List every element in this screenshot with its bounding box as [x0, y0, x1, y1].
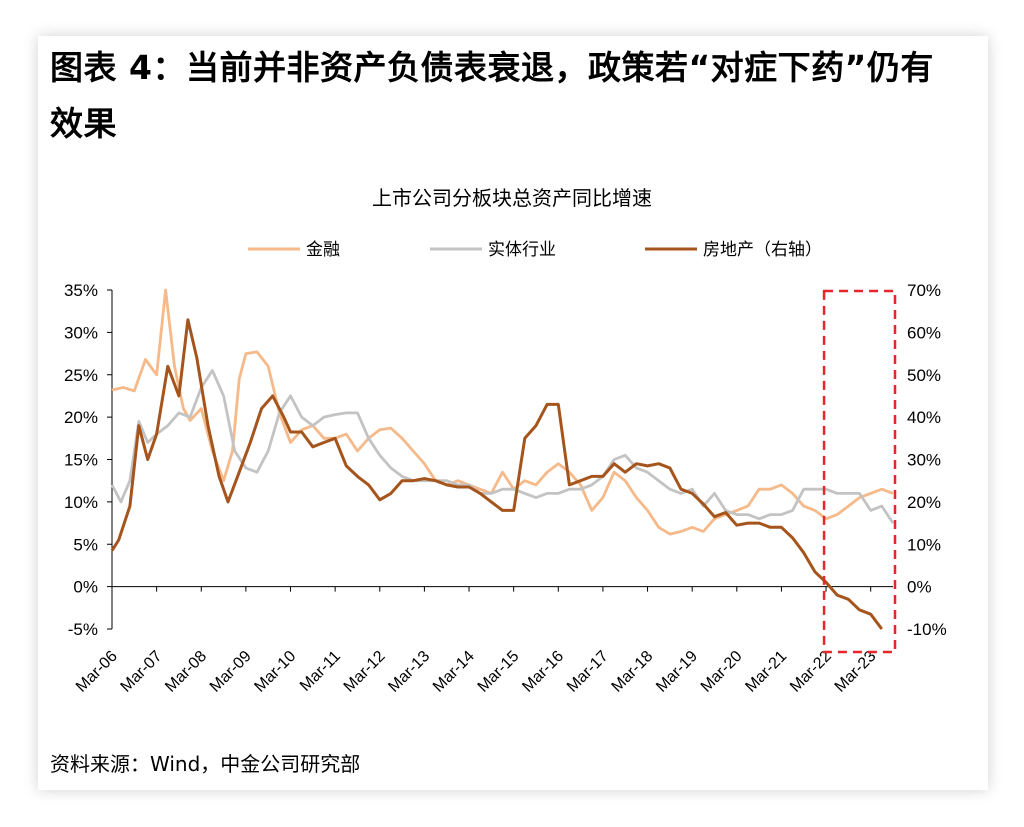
- left-tick-label: 30%: [64, 323, 98, 342]
- x-tick-label: Mar-23: [832, 648, 880, 696]
- chart-title: 上市公司分板块总资产同比增速: [372, 187, 652, 210]
- legend-label: 房地产（右轴）: [703, 240, 822, 259]
- right-tick-label: 30%: [907, 451, 941, 470]
- right-tick-label: 20%: [907, 493, 941, 512]
- x-tick-label: Mar-10: [251, 648, 299, 696]
- left-tick-label: 0%: [73, 578, 98, 597]
- figure-headline: 图表 4：当前并非资产负债表衰退，政策若“对症下药”仍有效果: [50, 48, 934, 143]
- legend: 金融 实体行业 房地产（右轴）: [248, 240, 822, 259]
- highlight-box: [822, 289, 897, 654]
- x-tick-label: Mar-16: [519, 648, 567, 696]
- series-lines: [110, 288, 895, 630]
- x-tick-label: Mar-19: [653, 648, 701, 696]
- left-tick-label: 15%: [64, 451, 98, 470]
- left-tick-label: 5%: [73, 535, 98, 554]
- left-tick-label: -5%: [68, 620, 98, 639]
- x-tick-label: Mar-06: [73, 648, 121, 696]
- right-tick-label: 10%: [907, 535, 941, 554]
- right-tick-label: -10%: [907, 620, 947, 639]
- x-tick-label: Mar-15: [475, 648, 523, 696]
- highlight-rect: [822, 289, 897, 654]
- legend-label: 实体行业: [488, 240, 556, 259]
- x-tick-label: Mar-08: [162, 648, 210, 696]
- series-line-3: [110, 318, 883, 630]
- legend-label: 金融: [306, 240, 340, 259]
- x-tick-label: Mar-07: [118, 648, 166, 696]
- left-tick-label: 20%: [64, 408, 98, 427]
- right-tick-label: 60%: [907, 323, 941, 342]
- left-tick-label: 10%: [64, 493, 98, 512]
- left-tick-label: 35%: [64, 281, 98, 300]
- x-tick-label: Mar-12: [341, 648, 389, 696]
- right-tick-label: 0%: [907, 578, 932, 597]
- x-tick-label: Mar-17: [564, 648, 612, 696]
- right-tick-label: 70%: [907, 281, 941, 300]
- source-note: 资料来源：Wind，中金公司研究部: [50, 752, 361, 776]
- right-tick-label: 50%: [907, 366, 941, 385]
- x-tick-label: Mar-21: [742, 648, 790, 696]
- right-tick-label: 40%: [907, 408, 941, 427]
- x-tick-label: Mar-11: [297, 648, 344, 695]
- x-tick-label: Mar-22: [787, 648, 835, 696]
- x-tick-label: Mar-09: [207, 648, 255, 696]
- series-line-2: [110, 369, 895, 524]
- x-tick-label: Mar-13: [385, 648, 433, 696]
- x-tick-label: Mar-20: [698, 648, 746, 696]
- x-tick-label: Mar-14: [430, 648, 478, 696]
- x-tick-label: Mar-18: [609, 648, 657, 696]
- left-tick-label: 25%: [64, 366, 98, 385]
